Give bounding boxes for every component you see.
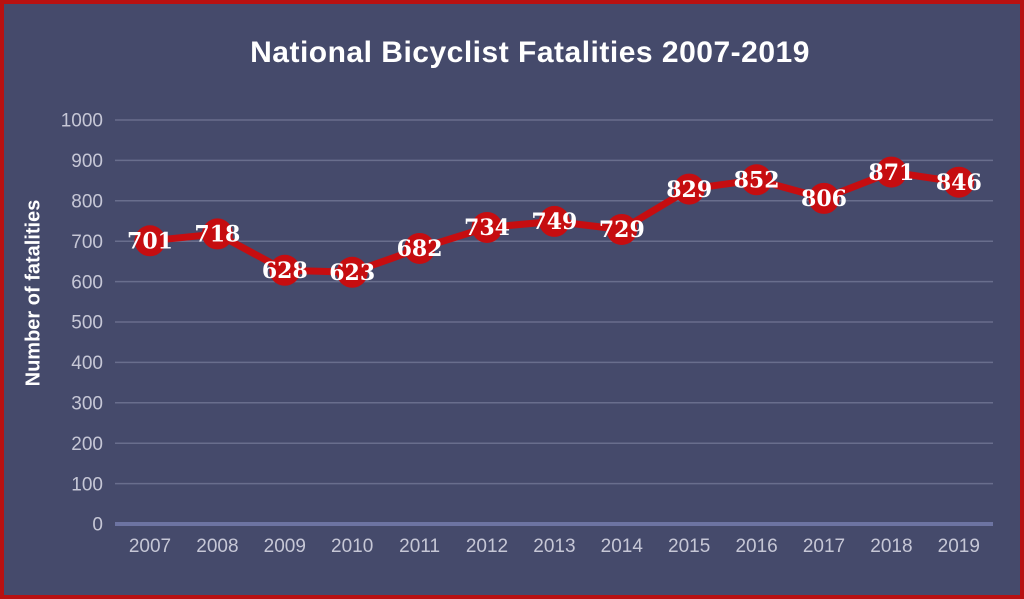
data-point-marker-2010 [336, 256, 368, 288]
y-tick-label: 1000 [61, 111, 103, 132]
x-tick-label: 2018 [870, 536, 912, 557]
data-point-marker-2007 [134, 225, 166, 257]
y-tick-label: 0 [92, 515, 103, 536]
x-tick-label: 2011 [399, 536, 440, 557]
x-tick-label: 2019 [938, 536, 980, 557]
data-point-label-2009: 628 [262, 258, 308, 284]
x-tick-label: 2013 [533, 536, 575, 557]
data-point-marker-2008 [201, 218, 233, 250]
chart-title: National Bicyclist Fatalities 2007-2019 [250, 36, 810, 69]
y-tick-label: 700 [71, 232, 103, 253]
data-point-marker-2009 [269, 254, 301, 286]
data-point-label-2017: 806 [801, 186, 847, 212]
data-point-label-2007: 701 [127, 228, 173, 254]
y-tick-label: 300 [71, 393, 103, 414]
y-tick-label: 200 [71, 434, 103, 455]
data-point-marker-2019 [943, 166, 975, 198]
data-point-label-2014: 729 [599, 217, 645, 243]
data-point-label-2008: 718 [194, 222, 240, 248]
y-tick-label: 500 [71, 313, 103, 334]
data-point-label-2012: 734 [464, 215, 510, 241]
data-point-marker-2012 [471, 211, 503, 243]
x-tick-label: 2014 [601, 536, 644, 557]
data-point-marker-2018 [875, 156, 907, 188]
data-point-marker-2015 [673, 173, 705, 205]
x-tick-label: 2008 [196, 536, 238, 557]
data-point-label-2013: 749 [531, 209, 577, 235]
data-point-marker-2013 [538, 205, 570, 237]
y-tick-label: 400 [71, 353, 103, 374]
data-point-label-2011: 682 [397, 236, 443, 262]
data-point-label-2010: 623 [329, 260, 375, 286]
data-point-label-2018: 871 [868, 160, 914, 186]
data-point-marker-2017 [808, 182, 840, 214]
y-tick-label: 800 [71, 191, 103, 212]
y-tick-label: 600 [71, 272, 103, 293]
x-tick-label: 2012 [466, 536, 508, 557]
x-tick-label: 2015 [668, 536, 710, 557]
x-tick-label: 2016 [735, 536, 777, 557]
data-point-label-2015: 829 [666, 177, 712, 203]
y-tick-label: 100 [71, 474, 103, 495]
data-point-marker-2016 [741, 164, 773, 196]
x-tick-label: 2009 [264, 536, 306, 557]
x-tick-label: 2017 [803, 536, 845, 557]
data-point-marker-2011 [404, 232, 436, 264]
y-tick-label: 900 [71, 151, 103, 172]
x-tick-label: 2010 [331, 536, 373, 557]
data-point-marker-2014 [606, 213, 638, 245]
y-axis-title: Number of fatalities [22, 199, 45, 387]
data-point-label-2019: 846 [936, 170, 982, 196]
x-tick-label: 2007 [129, 536, 171, 557]
data-point-label-2016: 852 [734, 167, 780, 193]
